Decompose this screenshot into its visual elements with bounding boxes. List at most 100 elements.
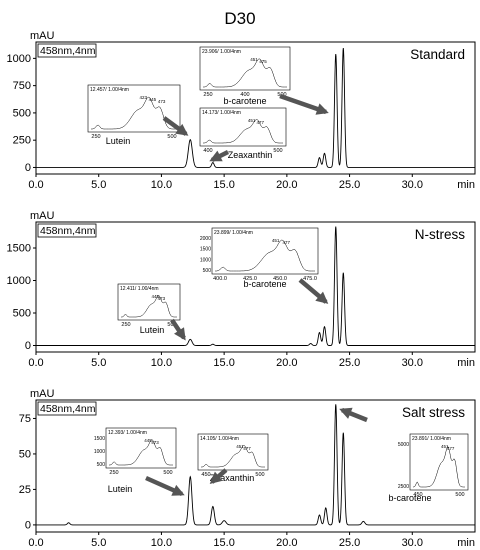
inset-peak-label: 477 xyxy=(256,120,264,125)
inset-peak-label: 451 xyxy=(236,444,244,449)
x-axis-label: min xyxy=(457,537,475,549)
panel-3: mAU 458nm,4nm Salt stress 0 25 50 75 0.0 5.0 10.0… xyxy=(19,388,476,549)
x-tick-label: 5.0 xyxy=(91,537,106,549)
y-tick-label: 1000 xyxy=(7,53,31,65)
inset-peak-label: 473 xyxy=(158,296,166,301)
inset-x-tick-label: 250 xyxy=(91,134,100,140)
inset-x-tick-label: 500 xyxy=(273,148,282,154)
compound-label: b-carotene xyxy=(388,493,431,503)
inset-x-tick-label: 450 xyxy=(201,472,210,478)
x-tick-label: 15.0 xyxy=(213,179,234,191)
compound-label: Zeaxanthin xyxy=(228,150,273,160)
inset-x-tick-label: 500 xyxy=(167,322,176,328)
inset-peak-label: 475 xyxy=(259,59,267,64)
y-tick-label: 25 xyxy=(19,484,31,496)
inset-peak-label: 445 xyxy=(149,97,157,102)
inset-x-tick-label: 400 xyxy=(203,148,212,154)
inset-spectrum xyxy=(412,446,465,488)
inset-peak-label: 477 xyxy=(282,240,290,245)
inset-x-tick-label: 500 xyxy=(455,492,464,498)
inset-header: 12.457/ 1.00/4nm xyxy=(90,87,129,93)
x-tick-label: 20.0 xyxy=(276,179,297,191)
inset-x-tick-label: 400.0 xyxy=(213,276,227,282)
inset-peak-label: 451 xyxy=(441,444,449,449)
y-tick-label: 500 xyxy=(13,107,31,119)
pointer-arrow-head xyxy=(175,123,189,136)
chromatogram-trace xyxy=(36,404,475,526)
pointer-arrow-head xyxy=(339,407,353,419)
x-axis-label: min xyxy=(457,179,475,191)
x-axis-label: min xyxy=(457,357,475,369)
inset-frame xyxy=(199,107,287,147)
x-tick-label: 15.0 xyxy=(213,537,234,549)
x-tick-label: 25.0 xyxy=(339,179,360,191)
spectrum-inset-b-carotene: 23.899/ 1.00/4nm 400.0 425.0 450.0 475.0 2000… xyxy=(200,227,329,304)
x-tick-label: 25.0 xyxy=(339,537,360,549)
y-tick-label: 50 xyxy=(19,448,31,460)
inset-frame xyxy=(409,433,469,491)
detector-box xyxy=(37,223,97,238)
inset-header: 12.411/ 1.00/4nm xyxy=(120,286,159,292)
panel-2: mAU 458nm,4nm N-stress 0 500 1000 1500 0.0 5.0 10… xyxy=(7,210,476,369)
x-tick-label: 10.0 xyxy=(151,179,172,191)
x-tick-label: 30.0 xyxy=(402,179,423,191)
inset-header: 23.906/ 1.00/4nm xyxy=(202,49,241,55)
x-tick-label: 5.0 xyxy=(91,357,106,369)
inset-frame xyxy=(197,433,269,471)
panel-1: mAU 458nm,4nm Standard 0 250 500 750 1000 0.0 5.0… xyxy=(7,30,476,191)
x-tick-label: 20.0 xyxy=(276,357,297,369)
inset-header: 23.899/ 1.00/4nm xyxy=(214,230,253,236)
inset-spectrum xyxy=(91,96,177,130)
inset-peak-label: 451 xyxy=(248,118,256,123)
spectrum-inset-b-carotene: 23.906/ 1.00/4nm250400500451475b-caroten… xyxy=(199,46,329,115)
inset-peak-label: 445 xyxy=(151,294,159,299)
inset-x-tick-label: 425.0 xyxy=(243,276,257,282)
detector-box xyxy=(37,43,97,58)
inset-x-tick-label: 450 xyxy=(413,492,422,498)
inset-x-tick-label: 250 xyxy=(203,92,212,98)
plot-frame xyxy=(35,41,476,175)
inset-frame xyxy=(105,427,177,469)
pointer-arrow-head xyxy=(315,291,329,304)
y-tick-label: 250 xyxy=(13,135,31,147)
inset-header: 14.105/ 1.00/4nm xyxy=(200,436,239,442)
inset-peak-label: 423 xyxy=(139,95,147,100)
inset-peak-label: 451 xyxy=(250,57,258,62)
x-tick-label: 15.0 xyxy=(213,357,234,369)
x-tick-label: 10.0 xyxy=(151,357,172,369)
plot-frame xyxy=(35,399,476,533)
sample-label: Salt stress xyxy=(402,405,465,420)
compound-label: Lutein xyxy=(106,136,131,146)
chromatogram-trace xyxy=(36,47,475,168)
inset-x-tick-label: 500 xyxy=(167,134,176,140)
pointer-arrow-head xyxy=(171,484,185,496)
inset-y-tick-label: 5000 xyxy=(398,442,409,448)
inset-frame xyxy=(211,227,319,275)
detector-label: 458nm,4nm xyxy=(40,45,96,57)
inset-spectrum xyxy=(203,58,287,88)
y-tick-label: 0 xyxy=(25,162,31,174)
inset-spectrum xyxy=(121,294,177,318)
sample-label: N-stress xyxy=(415,227,465,242)
inset-x-tick-label: 400 xyxy=(240,92,249,98)
inset-y-tick-label: 500 xyxy=(203,268,212,274)
detector-label: 458nm,4nm xyxy=(40,403,96,415)
inset-frame xyxy=(199,46,291,91)
inset-frame xyxy=(117,283,181,321)
inset-frame xyxy=(87,84,181,133)
inset-x-tick-label: 450.0 xyxy=(273,276,287,282)
inset-peak-label: 451 xyxy=(272,238,280,243)
compound-label: b-carotene xyxy=(243,279,286,289)
compound-label: b-carotene xyxy=(223,96,266,106)
inset-y-tick-label: 2000 xyxy=(200,236,211,242)
inset-y-tick-label: 1500 xyxy=(200,247,211,253)
figure-title: D30 xyxy=(224,9,255,28)
inset-peak-label: 445 xyxy=(144,438,152,443)
pointer-arrow-head xyxy=(209,471,223,484)
y-tick-label: 1500 xyxy=(7,243,31,255)
x-tick-label: 20.0 xyxy=(276,537,297,549)
inset-x-tick-label: 475.0 xyxy=(303,276,317,282)
